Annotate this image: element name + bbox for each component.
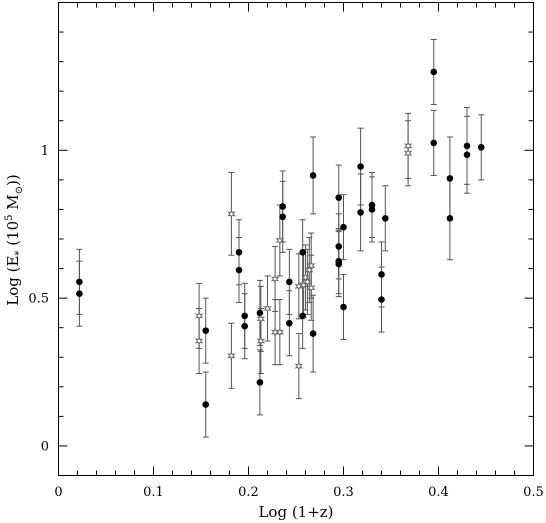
y-label-suffix: ))	[4, 174, 22, 186]
data-point-circle	[235, 249, 243, 256]
data-point-circle	[340, 303, 347, 311]
y-label-unit: M	[4, 194, 22, 214]
data-point-star	[256, 336, 266, 346]
x-tick-label: 0.4	[428, 485, 449, 500]
data-point-circle	[378, 271, 385, 278]
data-point-circle	[279, 213, 287, 221]
data-point-star	[403, 148, 413, 159]
data-point-star	[227, 208, 236, 219]
data-point-circle	[430, 139, 438, 147]
y-axis-label: Log (E* (105 M⊙))	[4, 174, 25, 306]
x-axis-label: Log (1+z)	[258, 503, 333, 521]
plot-frame	[58, 2, 534, 476]
data-point-circle	[357, 209, 364, 216]
data-point-circle	[340, 223, 347, 231]
data-point-circle	[368, 206, 376, 213]
y-tick-label: 0	[41, 439, 49, 454]
y-label-sub: *	[14, 251, 25, 256]
data-point-circle	[446, 175, 454, 182]
data-point-star	[305, 265, 314, 275]
data-point-circle	[241, 322, 248, 330]
data-point-circle	[235, 266, 243, 274]
data-point-circle	[378, 296, 385, 303]
data-point-star	[227, 350, 236, 361]
data-point-circle	[299, 312, 306, 320]
data-point-circle	[241, 312, 248, 320]
y-tick-label: 1	[41, 144, 49, 159]
data-point-circle	[335, 243, 343, 250]
data-point-circle	[256, 309, 264, 317]
data-point-circle	[463, 151, 471, 159]
data-point-star	[256, 313, 266, 324]
x-tick-label: 0.3	[333, 485, 354, 500]
data-point-circle	[202, 401, 210, 408]
data-point-star	[263, 303, 272, 314]
x-tick-label: 0.2	[238, 485, 259, 500]
x-tick-label: 0.1	[143, 485, 164, 500]
data-markers	[76, 68, 485, 408]
y-label-prefix: Log (E	[4, 256, 22, 306]
data-point-star	[275, 235, 285, 246]
y-label-unit-sub: ⊙	[14, 186, 25, 194]
data-point-star	[270, 327, 280, 338]
y-label-mid: (10	[4, 221, 22, 251]
y-tick-label: 0.5	[28, 292, 49, 307]
data-point-star	[306, 260, 316, 271]
data-point-circle	[382, 215, 389, 222]
data-point-star	[194, 336, 204, 346]
data-point-star	[275, 327, 285, 338]
x-tick-label: 0	[54, 485, 62, 500]
data-point-circle	[477, 144, 485, 151]
data-point-circle	[279, 203, 287, 210]
data-point-circle	[463, 142, 471, 150]
data-point-circle	[76, 290, 83, 297]
data-point-star	[270, 273, 280, 284]
data-point-circle	[286, 278, 293, 286]
data-point-circle	[430, 68, 438, 76]
data-point-star	[306, 282, 316, 293]
data-point-circle	[357, 163, 364, 170]
data-point-circle	[256, 379, 264, 386]
tick-labels: 0 0.1 0.2 0.3 0.4 0.5 0 0.5 1	[28, 144, 544, 500]
data-point-circle	[309, 172, 317, 179]
x-tick-label: 0.5	[523, 485, 544, 500]
data-point-circle	[286, 319, 293, 327]
data-point-circle	[309, 330, 317, 337]
data-point-star	[294, 361, 304, 372]
data-point-circle	[335, 194, 343, 201]
data-point-circle	[202, 327, 210, 334]
data-point-star	[194, 310, 204, 321]
data-point-circle	[76, 278, 83, 286]
y-label-sup: 5	[4, 214, 15, 220]
axis-ticks	[58, 2, 534, 476]
data-point-circle	[299, 249, 306, 256]
data-point-circle	[446, 215, 454, 222]
data-point-circle	[335, 260, 343, 268]
